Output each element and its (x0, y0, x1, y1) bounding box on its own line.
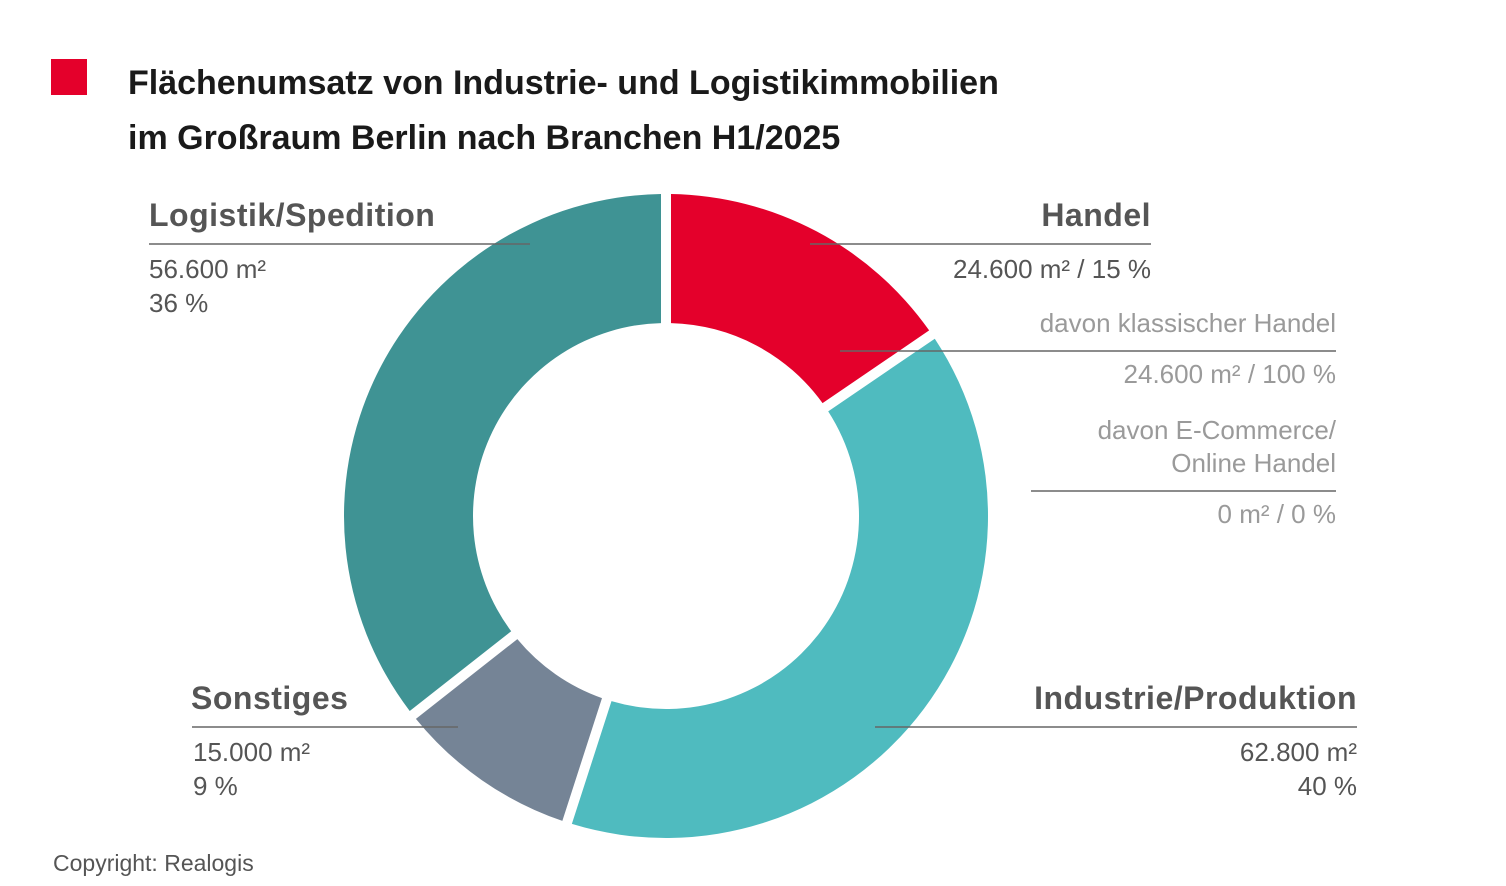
ecommerce-label-line-1: davon E-Commerce/ (1097, 415, 1336, 445)
copyright: Copyright: Realogis (53, 850, 254, 876)
handel-value: 24.600 m² / 15 % (953, 254, 1151, 284)
sonstiges-label: Sonstiges (191, 680, 349, 716)
ecommerce-value: 0 m² / 0 % (1217, 499, 1336, 529)
leader-lines (149, 243, 1357, 728)
logistik-label: Logistik/Spedition (149, 197, 436, 233)
logistik-percent: 36 % (149, 288, 209, 318)
ecommerce-label-line-2: Online Handel (1171, 448, 1336, 478)
chart-title: Flächenumsatz von Industrie- und Logisti… (128, 56, 1328, 166)
sonstiges-value: 15.000 m² (193, 737, 311, 767)
slice-industrie (571, 338, 989, 838)
handel-label: Handel (1041, 197, 1151, 233)
slice-logistik (344, 194, 662, 711)
chart-title-line-2: im Großraum Berlin nach Branchen H1/2025 (128, 119, 841, 157)
title-marker (51, 59, 87, 95)
slice-sonstiges (415, 639, 602, 821)
industrie-label: Industrie/Produktion (1034, 680, 1357, 716)
klassisch-label: davon klassischer Handel (1039, 308, 1336, 338)
chart-title-line-1: Flächenumsatz von Industrie- und Logisti… (128, 64, 999, 102)
industrie-value: 62.800 m² (1239, 737, 1357, 767)
klassisch-value: 24.600 m² / 100 % (1123, 359, 1336, 389)
industrie-percent: 40 % (1297, 771, 1357, 801)
logistik-value: 56.600 m² (149, 254, 267, 284)
sonstiges-percent: 9 % (193, 771, 238, 801)
